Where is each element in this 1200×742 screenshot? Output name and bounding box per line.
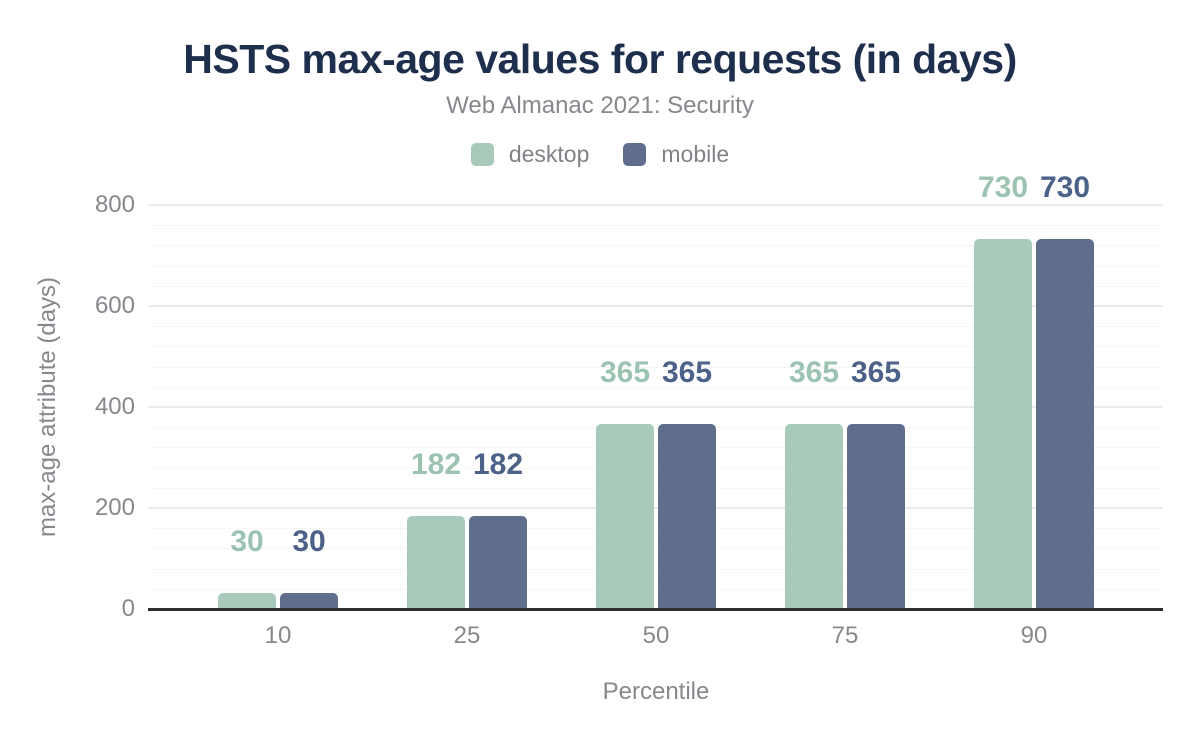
minor-gridline [148,366,1163,368]
mobile-bar-value-label: 365 [850,356,902,389]
minor-gridline [148,588,1163,590]
minor-gridline [148,285,1163,287]
desktop-bar[interactable] [974,239,1032,608]
x-axis-tick-label: 25 [453,622,481,649]
minor-gridline [148,548,1163,550]
mobile-bar-value-label: 730 [1039,171,1091,204]
y-axis-tick-label: 800 [94,191,135,218]
major-gridline [148,507,1163,509]
chart-title: HSTS max-age values for requests (in day… [183,36,1017,82]
legend-label-mobile: mobile [661,141,730,167]
desktop-bar[interactable] [785,424,843,608]
major-gridline [148,305,1163,307]
x-axis-title: Percentile [602,678,710,705]
major-gridline [148,204,1163,206]
minor-gridline [148,386,1163,388]
legend-item-mobile: mobile [623,141,729,168]
mobile-bar[interactable] [1036,239,1094,608]
legend-label-desktop: desktop [508,141,590,167]
desktop-bar-value-label: 730 [977,171,1029,204]
chart-subtitle: Web Almanac 2021: Security [446,92,754,119]
plot-area [148,204,1163,609]
minor-gridline [148,225,1163,227]
minor-gridline [148,487,1163,489]
legend-item-desktop: desktop [470,141,590,168]
minor-gridline [148,528,1163,530]
y-axis-tick-label: 400 [94,393,135,420]
minor-gridline [148,447,1163,449]
y-axis-tick-label: 600 [94,292,135,319]
minor-gridline [148,265,1163,267]
mobile-bar-value-label: 365 [661,356,713,389]
mobile-bar-value-label: 30 [292,525,326,558]
mobile-bar[interactable] [658,424,716,608]
mobile-bar[interactable] [280,593,338,608]
minor-gridline [148,467,1163,469]
mobile-bar-value-label: 182 [472,448,524,481]
desktop-bar-value-label: 365 [599,356,651,389]
mobile-bar[interactable] [847,424,905,608]
desktop-swatch-icon [470,143,494,166]
y-axis-tick-label: 200 [94,494,135,521]
x-axis-tick-label: 10 [264,622,292,649]
chart-legend: desktop mobile [0,141,1200,168]
minor-gridline [148,427,1163,429]
minor-gridline [148,568,1163,570]
major-gridline [148,406,1163,408]
minor-gridline [148,326,1163,328]
desktop-bar[interactable] [596,424,654,608]
y-axis-tick-label: 0 [121,595,135,622]
desktop-bar-value-label: 30 [230,525,264,558]
minor-gridline [148,245,1163,247]
x-axis-line [148,608,1163,611]
minor-gridline [148,346,1163,348]
desktop-bar-value-label: 365 [788,356,840,389]
desktop-bar[interactable] [218,593,276,608]
desktop-bar[interactable] [407,516,465,608]
x-axis-tick-label: 50 [642,622,670,649]
mobile-bar[interactable] [469,516,527,608]
x-axis-tick-label: 75 [831,622,859,649]
desktop-bar-value-label: 182 [410,448,462,481]
mobile-swatch-icon [623,143,647,166]
x-axis-tick-label: 90 [1020,622,1048,649]
